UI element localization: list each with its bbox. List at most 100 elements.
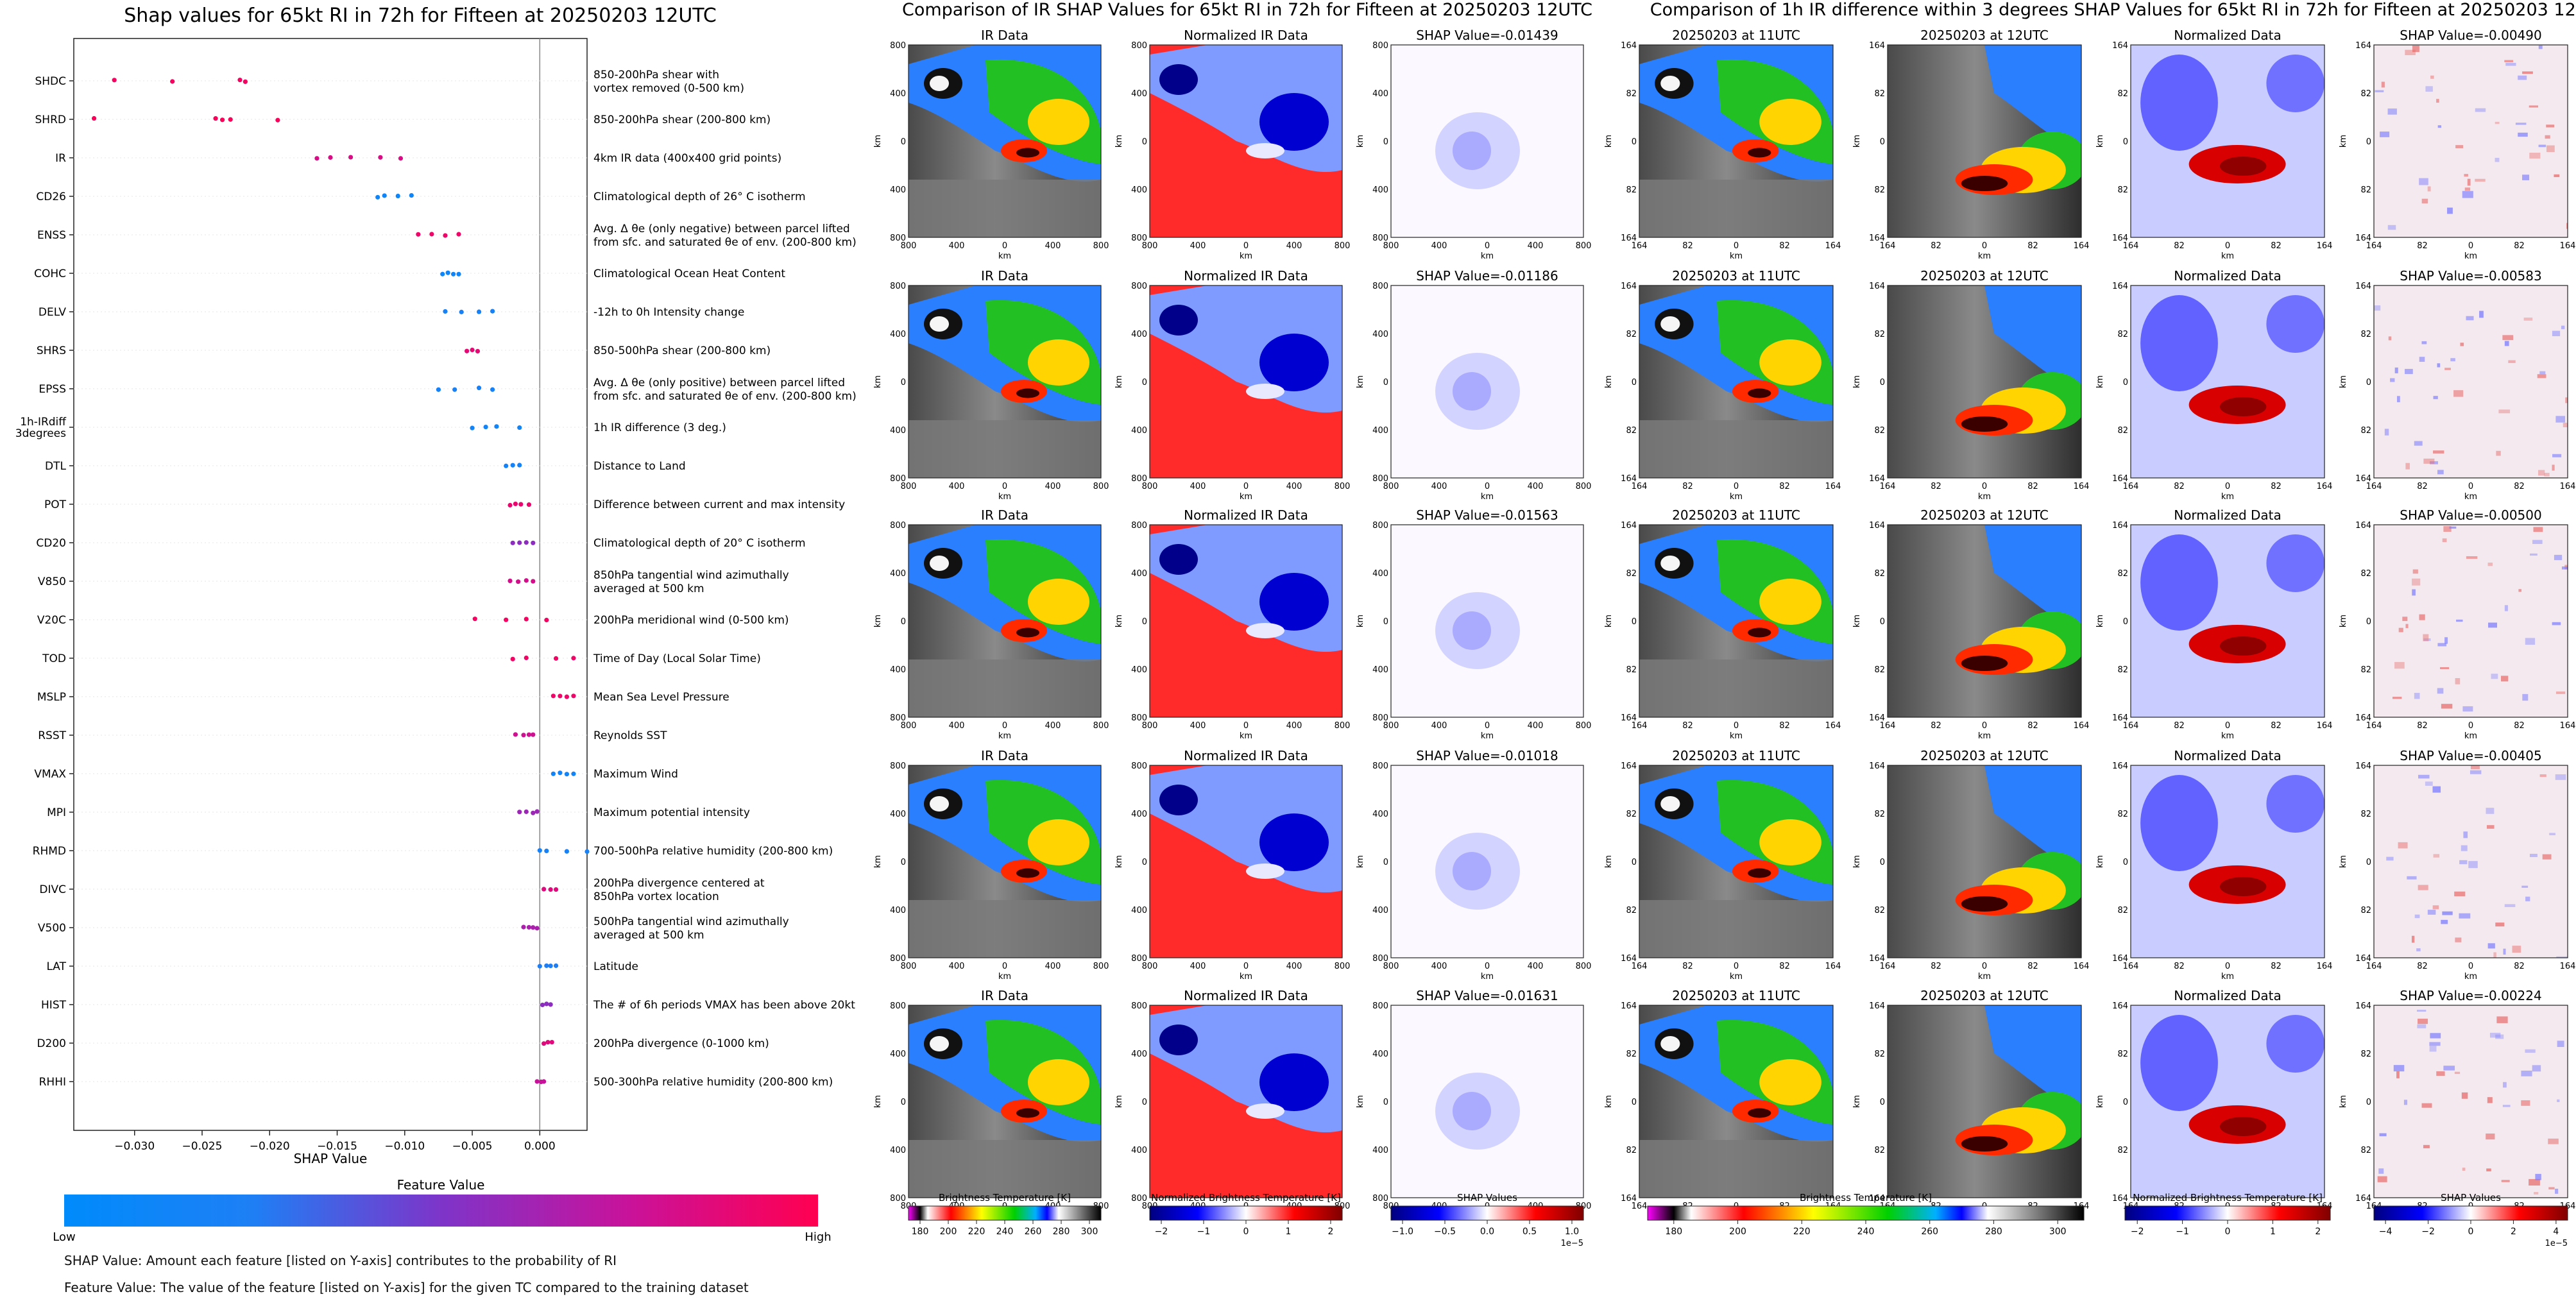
shap-speckle: [2546, 124, 2555, 128]
feature-description-line: 200hPa divergence centered at: [593, 877, 765, 890]
shap-speckle: [2495, 1034, 2504, 1039]
ir-white-patch: [1660, 556, 1680, 571]
panel-x-tick-label: 164: [1632, 721, 1648, 731]
norm-blue-region: [2140, 1015, 2218, 1111]
panel-y-axis-label: km: [1114, 375, 1124, 388]
norm-deep-blue: [1259, 334, 1329, 391]
panel-y-tick-label: 400: [1131, 185, 1147, 195]
colorbar-tick-label: 200: [940, 1227, 957, 1237]
panel-y-tick-label: 400: [890, 906, 906, 915]
panel-frame: [1390, 524, 1584, 718]
panel-y-tick-label: 164: [2355, 761, 2371, 771]
shap-point: [544, 963, 549, 968]
panel-y-tick-label: 0: [1880, 617, 1885, 627]
panel-y-tick-label: 82: [2117, 426, 2128, 436]
panel-title: 20250203 at 12UTC: [1920, 28, 2049, 43]
panel-x-tick-label: 164: [1825, 241, 1841, 251]
shap-point: [382, 193, 387, 198]
shap-image: [1391, 45, 1583, 237]
panel-x-tick-label: 800: [1335, 962, 1351, 971]
panel-x-tick-label: 400: [1431, 482, 1447, 491]
shap-speckle: [2502, 335, 2514, 341]
panel-y-tick-label: 0: [1383, 858, 1388, 867]
panel-x-tick-label: 82: [1931, 962, 1941, 971]
panel-y-tick-label: 82: [2117, 89, 2128, 99]
shap-speckle: [2463, 831, 2468, 838]
feature-code-line: CD20: [36, 537, 66, 550]
shap-speckle: [2449, 526, 2457, 529]
ir2-image: [1888, 45, 2081, 237]
shap-point: [112, 78, 117, 83]
shap-point: [510, 463, 515, 468]
panel-frame: [2130, 285, 2325, 479]
panel-y-axis-label: km: [873, 135, 883, 148]
panel-y-tick-label: 164: [2112, 521, 2128, 531]
shap-speckle: [2555, 691, 2566, 694]
panel-x-tick-label: 400: [1431, 721, 1447, 731]
panel-y-tick-label: 164: [1621, 41, 1637, 51]
notes: SHAP Value: Amount each feature [listed …: [64, 1247, 749, 1301]
shap-point: [472, 616, 477, 622]
panel-y-axis-label: km: [1356, 1095, 1365, 1108]
feature-description-line: The # of 6h periods VMAX has been above …: [593, 999, 855, 1012]
ir-dark-core: [1016, 1108, 1039, 1118]
feature-description: 500hPa tangential wind azimuthally averag…: [593, 915, 789, 942]
feature-description-line: Climatological depth of 20° C isotherm: [593, 537, 806, 550]
panel-x-tick-label: 164: [2366, 241, 2382, 251]
panel-y-tick-label: 0: [1880, 858, 1885, 867]
panel-y-tick-label: 82: [2117, 185, 2128, 195]
shap-speckle: [2380, 132, 2390, 137]
shap-point: [542, 1079, 547, 1084]
panel-x-tick-label: 800: [1142, 962, 1158, 971]
shap-speckle: [2529, 853, 2538, 858]
feature-description: Reynolds SST: [593, 729, 667, 742]
panel-y-tick-label: 164: [1869, 1194, 1885, 1203]
shap-point: [534, 1079, 540, 1084]
panel-x-tick-label: 800: [1576, 482, 1592, 491]
shap-speckle: [2450, 358, 2455, 362]
feature-description-line: Mean Sea Level Pressure: [593, 691, 729, 704]
norm2-image: [2131, 285, 2324, 478]
panel-title: SHAP Value=-0.00405: [2400, 748, 2541, 763]
norm-white-streak: [1246, 1103, 1284, 1119]
feature-description: Distance to Land: [593, 460, 686, 473]
panel-y-tick-label: 800: [1372, 474, 1388, 484]
colorbar-tick-label: 0.0: [1480, 1227, 1494, 1237]
shap-speckle: [2544, 473, 2550, 477]
panel-x-tick-label: 0: [1243, 962, 1249, 971]
panel-frame: [2130, 765, 2325, 958]
shap-speckle: [2419, 614, 2425, 620]
feature-code-line: V20C: [37, 614, 66, 627]
shap-point: [531, 579, 536, 584]
panel-y-axis-label: km: [1604, 615, 1614, 627]
ir-yellow-core: [1028, 1059, 1089, 1105]
panel-x-tick-label: 164: [2074, 721, 2090, 731]
shap-speckle: [2414, 914, 2420, 919]
panel-y-tick-label: 82: [2360, 1146, 2371, 1155]
feature-code-line: LAT: [46, 960, 66, 973]
panel-y-tick-label: 164: [2355, 1194, 2371, 1203]
panel-title: SHAP Value=-0.00224: [2400, 988, 2541, 1003]
ir-cold-cloud: [1984, 525, 2081, 631]
shap-speckle: [2522, 71, 2533, 74]
feature-code-label: CD20: [36, 537, 66, 550]
panel-x-tick-label: 800: [901, 482, 917, 491]
panel-frame: [2130, 524, 2325, 718]
shap-speckle: [2561, 325, 2565, 330]
shap-speckle: [2387, 225, 2396, 230]
panel-y-tick-label: 400: [1131, 89, 1147, 99]
shap-speckle: [2496, 1016, 2508, 1023]
colorbar-title: SHAP Values: [1457, 1192, 1517, 1203]
feature-description: Avg. Δ θe (only positive) between parcel…: [593, 377, 857, 403]
shap-speckle: [2405, 369, 2413, 375]
shap-point: [534, 926, 540, 931]
shap-speckle: [2486, 808, 2495, 814]
shap-negative-core: [1453, 372, 1491, 411]
feature-code-label: CD26: [36, 191, 66, 203]
shap-point: [531, 810, 536, 815]
panel-x-axis-label: km: [1240, 251, 1252, 261]
panel-x-tick-label: 164: [2317, 482, 2333, 491]
shap-speckle: [2429, 1046, 2437, 1052]
shap-speckle: [2521, 885, 2529, 888]
shap-speckle: [2425, 86, 2433, 92]
